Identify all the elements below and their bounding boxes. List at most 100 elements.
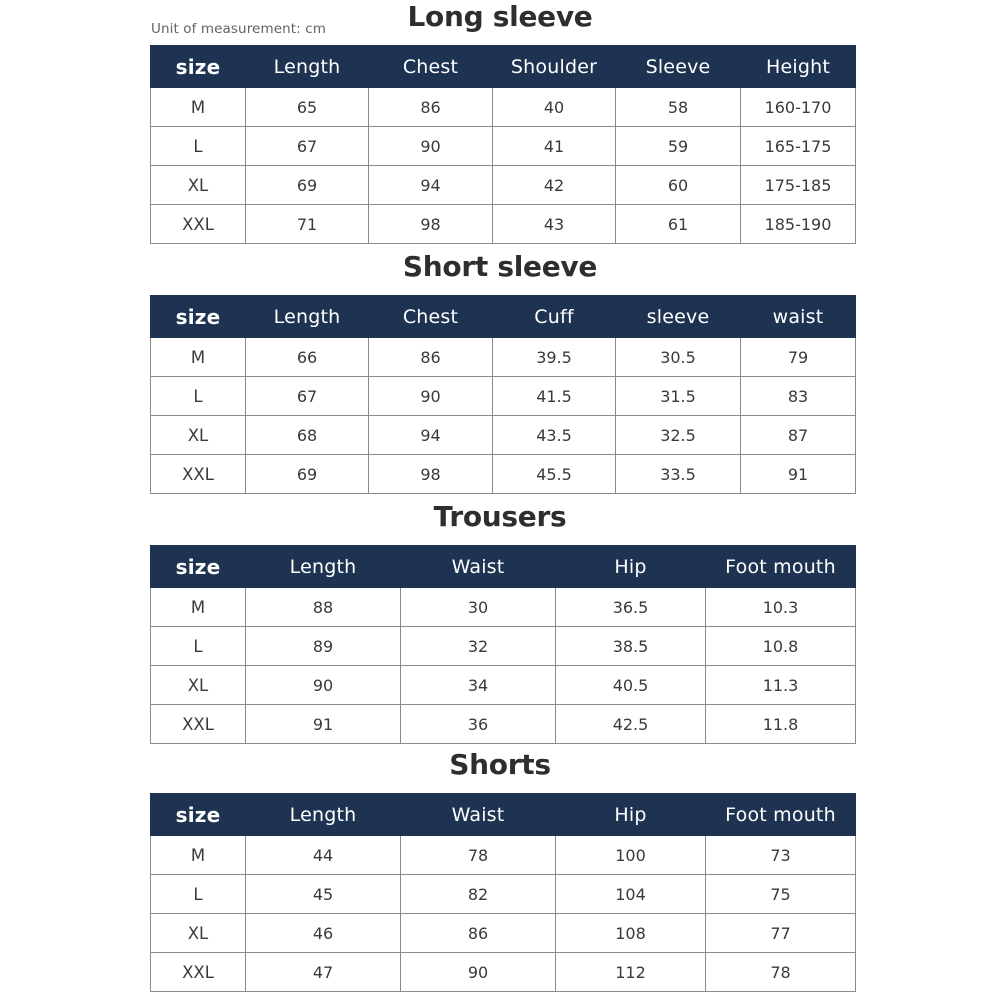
cell-size: L xyxy=(150,126,246,166)
cell-length: 65 xyxy=(245,87,369,127)
table-row: XL 46 86 108 77 xyxy=(150,913,856,953)
cell-chest: 86 xyxy=(368,337,493,377)
cell-sleeve: 31.5 xyxy=(615,376,741,416)
column-header-size: size xyxy=(150,793,246,836)
table-header-row: size Length Waist Hip Foot mouth xyxy=(150,545,856,588)
cell-waist: 78 xyxy=(400,835,556,875)
column-header-cuff: Cuff xyxy=(492,295,616,338)
cell-size: XL xyxy=(150,165,246,205)
cell-size: XL xyxy=(150,415,246,455)
cell-length: 47 xyxy=(245,952,401,992)
column-header-sleeve: sleeve xyxy=(615,295,741,338)
cell-length: 69 xyxy=(245,165,369,205)
cell-length: 91 xyxy=(245,704,401,744)
column-header-shoulder: Shoulder xyxy=(492,45,616,88)
cell-waist: 86 xyxy=(400,913,556,953)
table-row: M 88 30 36.5 10.3 xyxy=(150,587,856,627)
cell-sleeve: 60 xyxy=(615,165,741,205)
column-header-hip: Hip xyxy=(555,793,706,836)
cell-shoulder: 41 xyxy=(492,126,616,166)
table-header-row: size Length Chest Shoulder Sleeve Height xyxy=(150,45,856,88)
cell-waist: 30 xyxy=(400,587,556,627)
cell-length: 44 xyxy=(245,835,401,875)
column-header-length: Length xyxy=(245,295,369,338)
cell-size: M xyxy=(150,587,246,627)
table-row: M 44 78 100 73 xyxy=(150,835,856,875)
cell-length: 46 xyxy=(245,913,401,953)
cell-size: XXL xyxy=(150,704,246,744)
section-title-shorts: Shorts xyxy=(449,748,551,781)
table-row: XL 90 34 40.5 11.3 xyxy=(150,665,856,705)
cell-size: M xyxy=(150,337,246,377)
cell-size: M xyxy=(150,87,246,127)
cell-chest: 98 xyxy=(368,204,493,244)
cell-length: 88 xyxy=(245,587,401,627)
cell-size: XL xyxy=(150,913,246,953)
section-shorts: Shorts xyxy=(0,748,1000,782)
cell-size: XXL xyxy=(150,454,246,494)
cell-size: L xyxy=(150,376,246,416)
cell-length: 68 xyxy=(245,415,369,455)
column-header-chest: Chest xyxy=(368,45,493,88)
cell-foot-mouth: 75 xyxy=(705,874,856,914)
size-table-trousers: size Length Waist Hip Foot mouth M 88 30… xyxy=(150,545,856,744)
table-row: XL 68 94 43.5 32.5 87 xyxy=(150,415,856,455)
cell-sleeve: 58 xyxy=(615,87,741,127)
cell-waist: 87 xyxy=(740,415,856,455)
cell-size: M xyxy=(150,835,246,875)
cell-foot-mouth: 77 xyxy=(705,913,856,953)
cell-chest: 94 xyxy=(368,415,493,455)
column-header-length: Length xyxy=(245,545,401,588)
table-row: XXL 47 90 112 78 xyxy=(150,952,856,992)
cell-height: 185-190 xyxy=(740,204,856,244)
column-header-size: size xyxy=(150,45,246,88)
column-header-size: size xyxy=(150,545,246,588)
cell-cuff: 43.5 xyxy=(492,415,616,455)
cell-cuff: 41.5 xyxy=(492,376,616,416)
cell-length: 69 xyxy=(245,454,369,494)
table-header-row: size Length Chest Cuff sleeve waist xyxy=(150,295,856,338)
cell-length: 71 xyxy=(245,204,369,244)
cell-waist: 32 xyxy=(400,626,556,666)
cell-waist: 79 xyxy=(740,337,856,377)
cell-length: 67 xyxy=(245,376,369,416)
cell-hip: 104 xyxy=(555,874,706,914)
unit-of-measurement-note: Unit of measurement: cm xyxy=(151,21,326,37)
column-header-size: size xyxy=(150,295,246,338)
table-row: M 66 86 39.5 30.5 79 xyxy=(150,337,856,377)
cell-length: 66 xyxy=(245,337,369,377)
cell-size: L xyxy=(150,874,246,914)
cell-hip: 100 xyxy=(555,835,706,875)
cell-foot-mouth: 73 xyxy=(705,835,856,875)
section-title-trousers: Trousers xyxy=(433,500,567,533)
cell-height: 175-185 xyxy=(740,165,856,205)
cell-length: 67 xyxy=(245,126,369,166)
section-title-long-sleeve: Long sleeve xyxy=(407,0,593,33)
cell-foot-mouth: 10.8 xyxy=(705,626,856,666)
cell-chest: 90 xyxy=(368,376,493,416)
cell-length: 90 xyxy=(245,665,401,705)
table-row: L 67 90 41.5 31.5 83 xyxy=(150,376,856,416)
section-trousers: Trousers xyxy=(0,500,1000,534)
table-row: XXL 69 98 45.5 33.5 91 xyxy=(150,454,856,494)
cell-hip: 108 xyxy=(555,913,706,953)
cell-cuff: 39.5 xyxy=(492,337,616,377)
column-header-foot-mouth: Foot mouth xyxy=(705,545,856,588)
cell-sleeve: 33.5 xyxy=(615,454,741,494)
table-row: L 89 32 38.5 10.8 xyxy=(150,626,856,666)
table-row: L 67 90 41 59 165-175 xyxy=(150,126,856,166)
column-header-waist: Waist xyxy=(400,545,556,588)
section-short-sleeve: Short sleeve xyxy=(0,250,1000,284)
cell-sleeve: 32.5 xyxy=(615,415,741,455)
table-row: XXL 71 98 43 61 185-190 xyxy=(150,204,856,244)
cell-foot-mouth: 10.3 xyxy=(705,587,856,627)
cell-waist: 34 xyxy=(400,665,556,705)
cell-foot-mouth: 11.3 xyxy=(705,665,856,705)
section-title-short-sleeve: Short sleeve xyxy=(402,250,598,283)
column-header-waist: waist xyxy=(740,295,856,338)
column-header-foot-mouth: Foot mouth xyxy=(705,793,856,836)
table-header-row: size Length Waist Hip Foot mouth xyxy=(150,793,856,836)
cell-size: L xyxy=(150,626,246,666)
table-row: XL 69 94 42 60 175-185 xyxy=(150,165,856,205)
